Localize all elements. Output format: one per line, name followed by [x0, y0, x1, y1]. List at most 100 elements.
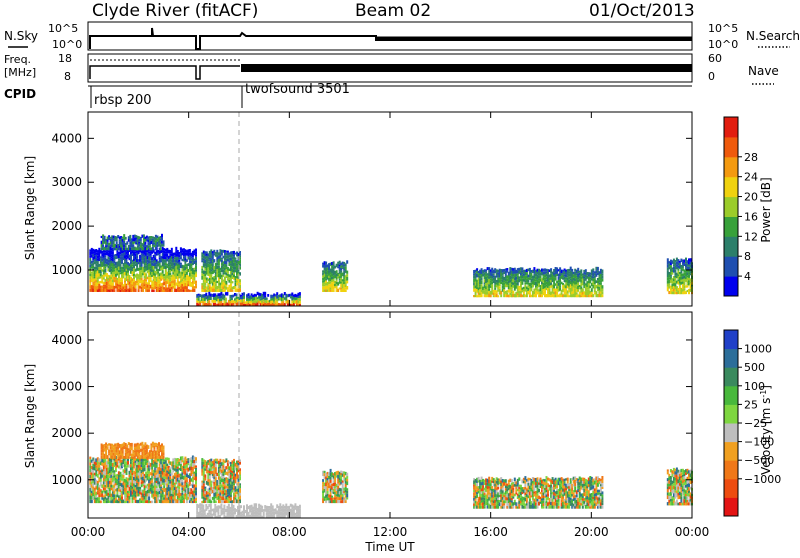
scatter-cell: [218, 263, 220, 266]
scatter-cell: [322, 493, 324, 496]
scatter-cell: [601, 289, 603, 292]
scatter-cell: [506, 268, 508, 271]
scatter-cell: [239, 471, 241, 475]
scatter-cell: [299, 298, 301, 301]
scatter-cell: [144, 488, 146, 490]
scatter-cell: [104, 255, 106, 257]
scatter-cell: [212, 256, 214, 260]
scatter-cell: [667, 258, 669, 261]
scatter-cell: [135, 498, 137, 500]
scatter-cell: [601, 273, 603, 275]
scatter-cell: [138, 289, 140, 292]
scatter-cell: [184, 256, 186, 259]
scatter-cell: [330, 480, 332, 483]
scatter-cell: [206, 465, 208, 468]
scatter-cell: [523, 291, 525, 294]
scatter-cell: [112, 467, 114, 470]
scatter-cell: [225, 264, 227, 266]
scatter-cell: [186, 286, 188, 289]
scatter-cell: [107, 447, 109, 450]
scatter-cell: [104, 236, 106, 238]
scatter-cell: [203, 483, 205, 485]
scatter-cell: [148, 289, 150, 292]
scatter-cell: [267, 294, 269, 297]
scatter-cell: [156, 259, 158, 261]
scatter-cell: [683, 282, 685, 286]
scatter-cell: [136, 265, 138, 267]
nave-tick-low: 0: [708, 70, 715, 83]
scatter-cell: [218, 281, 220, 283]
scatter-cell: [497, 485, 499, 487]
cpid-segment-1: rbsp 200: [94, 93, 152, 108]
scatter-cell: [129, 500, 131, 503]
scatter-cell: [667, 289, 669, 291]
cpid-segment-2: twofsound 3501: [245, 82, 350, 97]
scatter-cell: [493, 273, 495, 275]
scatter-cell: [126, 472, 128, 475]
scatter-cell: [231, 281, 233, 283]
scatter-cell: [502, 488, 504, 491]
scatter-cell: [299, 515, 301, 518]
scatter-cell: [235, 480, 237, 484]
scatter-cell: [150, 277, 152, 279]
ytick-label: 4000: [51, 131, 82, 145]
scatter-cell: [264, 295, 266, 297]
scatter-cell: [127, 461, 129, 465]
scatter-cell: [178, 260, 180, 262]
scatter-cell: [225, 298, 227, 302]
scatter-cell: [580, 269, 582, 273]
scatter-cell: [213, 259, 215, 262]
scatter-cell: [195, 260, 197, 262]
scatter-cell: [218, 266, 220, 268]
scatter-cell: [163, 485, 165, 488]
scatter-cell: [105, 452, 107, 456]
scatter-cell: [195, 281, 197, 284]
scatter-cell: [239, 488, 241, 490]
scatter-cell: [195, 490, 197, 492]
scatter-cell: [195, 272, 197, 274]
scatter-cell: [595, 291, 597, 294]
scatter-cell: [592, 268, 594, 270]
scatter-cell: [126, 241, 128, 244]
scatter-cell: [530, 288, 532, 292]
scatter-cell: [123, 475, 125, 478]
scatter-cell: [346, 281, 348, 284]
noise-tick-high-left: 10^5: [48, 22, 78, 35]
scatter-cell: [150, 254, 152, 256]
noise-tick-low-right: 10^0: [708, 38, 738, 51]
scatter-cell: [125, 237, 127, 240]
beam-title: Beam 02: [355, 1, 431, 21]
scatter-cell: [140, 239, 142, 241]
scatter-cell: [195, 481, 197, 485]
scatter-cell: [178, 268, 180, 271]
scatter-cell: [503, 505, 505, 508]
scatter-cell: [171, 289, 173, 292]
freq-label-1: Freq.: [4, 53, 31, 66]
ytick-label: 3000: [51, 175, 82, 189]
scatter-cell: [189, 249, 191, 252]
scatter-cell: [499, 286, 501, 289]
scatter-cell: [202, 505, 204, 508]
scatter-cell: [165, 460, 167, 464]
scatter-cell: [186, 259, 188, 262]
scatter-cell: [171, 248, 173, 251]
scatter-cell: [89, 283, 91, 285]
scatter-cell: [233, 459, 235, 462]
scatter-cell: [204, 301, 206, 303]
scatter-cell: [132, 500, 134, 503]
scatter-cell: [346, 277, 348, 281]
scatter-cell: [346, 488, 348, 491]
scatter-cell: [144, 242, 146, 245]
scatter-cell: [135, 286, 137, 289]
scatter-cell: [481, 295, 483, 297]
nave-tick-high: 60: [708, 52, 722, 65]
scatter-cell: [195, 251, 197, 254]
scatter-cell: [186, 267, 188, 269]
scatter-cell: [136, 256, 138, 259]
scatter-cell: [512, 291, 514, 294]
scatter-cell: [195, 487, 197, 490]
scatter-cell: [225, 261, 227, 264]
scatter-cell: [228, 504, 230, 507]
scatter-cell: [527, 280, 529, 283]
